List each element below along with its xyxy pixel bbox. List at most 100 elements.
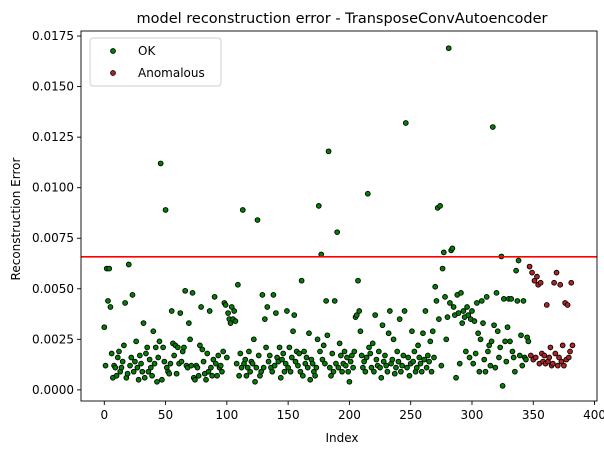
ok-point [458, 289, 464, 296]
ok-point [113, 372, 120, 379]
legend: OK Anomalous [89, 37, 222, 87]
ok-point [445, 45, 452, 52]
ok-point [188, 362, 195, 369]
anomalous-point [552, 350, 559, 357]
ok-point [353, 312, 360, 318]
ok-point [119, 358, 126, 365]
ok-point [171, 352, 178, 359]
ok-point [107, 304, 114, 310]
ok-point [377, 364, 383, 371]
ok-point [519, 362, 526, 369]
ok-point [102, 362, 109, 369]
ok-point [306, 330, 312, 337]
ok-point [491, 322, 497, 329]
ok-point [135, 376, 142, 383]
ok-point [309, 360, 316, 367]
ok-point [182, 287, 189, 294]
y-tick-label: 0.0025 [32, 332, 74, 346]
ok-point [298, 277, 305, 284]
ok-point [466, 354, 473, 361]
ok-point [167, 360, 174, 367]
ok-point [475, 330, 481, 337]
y-axis-label: Reconstruction Error [9, 158, 23, 281]
ok-point [406, 372, 413, 379]
axes-frame [80, 30, 598, 402]
ok-point [373, 356, 380, 363]
ok-point [156, 338, 163, 345]
ok-point [324, 332, 331, 339]
anomalous-point [529, 269, 535, 276]
ok-point [242, 356, 249, 363]
ok-point [463, 348, 469, 355]
ok-point [285, 364, 291, 371]
legend-marker [110, 70, 116, 76]
anomalous-point [537, 279, 544, 286]
ok-point [173, 370, 180, 377]
ok-point [398, 368, 404, 375]
ok-point [486, 342, 492, 349]
ok-point [400, 352, 407, 359]
ok-point [118, 364, 125, 371]
ok-point [423, 364, 430, 371]
anomalous-point [565, 354, 572, 361]
ok-point [313, 364, 320, 371]
anomalous-point [526, 263, 533, 270]
anomalous-point [551, 279, 557, 286]
anomalous-point [558, 358, 565, 365]
ok-point [186, 320, 192, 327]
ok-point [174, 344, 181, 351]
anomalous-point [531, 277, 538, 284]
ok-point [315, 203, 322, 209]
ok-point [140, 320, 147, 327]
ok-point [105, 298, 111, 304]
ok-point [108, 350, 115, 357]
ok-point [349, 352, 355, 359]
ok-point [307, 376, 314, 383]
ok-point [428, 368, 435, 375]
ok-point [450, 304, 457, 310]
legend-label: Anomalous [138, 66, 205, 80]
ok-point [427, 338, 434, 345]
ok-point [133, 338, 140, 345]
ok-point [362, 368, 369, 375]
ok-point [421, 356, 428, 363]
ok-point [499, 382, 506, 389]
ok-point [284, 308, 290, 314]
ok-point [345, 368, 352, 375]
ok-point [409, 328, 415, 335]
ok-point [470, 360, 477, 367]
ok-point [331, 298, 338, 304]
ok-point [501, 296, 507, 302]
y-tick-label: 0.0100 [32, 181, 74, 195]
ok-point [160, 344, 166, 351]
ok-point [129, 292, 136, 298]
ok-point [355, 277, 361, 284]
ok-point [149, 372, 155, 379]
ok-point [363, 354, 370, 361]
ok-point [243, 372, 250, 379]
x-tick-label: 350 [522, 408, 545, 422]
ok-point [291, 312, 298, 318]
ok-point [483, 294, 490, 300]
ok-point [347, 358, 354, 365]
ok-point [426, 358, 432, 365]
anomalous-point [561, 362, 567, 369]
anomalous-point [527, 352, 534, 359]
ok-point [372, 312, 379, 318]
ok-point [151, 360, 158, 367]
ok-point [262, 316, 268, 322]
ok-point [344, 354, 350, 361]
ok-point [195, 372, 202, 379]
ok-point [514, 298, 521, 304]
ok-point [168, 308, 175, 314]
ok-point [464, 304, 470, 310]
ok-point [187, 336, 193, 343]
ok-point [509, 348, 516, 355]
ok-point [453, 374, 459, 381]
ok-point [301, 348, 307, 355]
ok-point [405, 354, 412, 361]
ok-point [166, 370, 173, 377]
ok-point [155, 354, 162, 361]
ok-point [382, 352, 388, 359]
ok-point [322, 360, 328, 367]
